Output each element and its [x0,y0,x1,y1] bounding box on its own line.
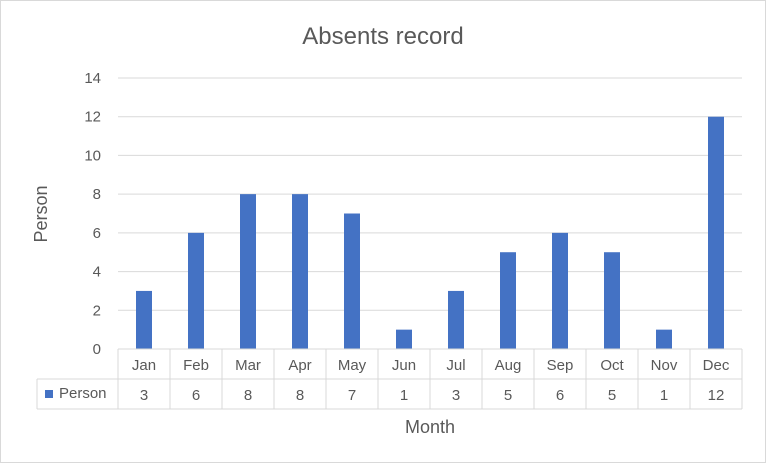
y-tick-label: 14 [84,70,101,87]
data-value-label: 3 [140,387,148,404]
y-tick-label: 0 [93,341,101,358]
data-value-label: 12 [708,387,725,404]
x-category-label: Oct [600,357,624,374]
x-category-label: Apr [288,357,311,374]
data-value-label: 1 [400,387,408,404]
x-category-label: Jan [132,357,156,374]
y-tick-label: 12 [84,109,101,126]
x-category-label: Aug [495,357,522,374]
legend-swatch [45,390,53,398]
bar-oct [604,252,620,349]
data-value-label: 8 [244,387,252,404]
chart-title: Absents record [302,23,463,50]
data-table: Jan 3 Feb 6 Mar 8 Apr 8 May 7 Jun 1 Jul 3 Aug 5 Sep 6 Oct 5… [36,348,743,410]
data-value-label: 6 [192,387,200,404]
bar-may [344,213,360,349]
x-category-label: Mar [235,357,261,374]
bar-feb [188,232,204,349]
y-tick-label: 10 [84,147,101,164]
data-value-label: 3 [452,387,460,404]
bar-dec [708,116,724,349]
gridlines [118,77,742,311]
y-tick-label: 8 [93,186,101,203]
bar-sep [552,232,568,349]
data-value-label: 5 [504,387,512,404]
y-axis-ticks: 0 2 4 6 8 10 12 14 [84,70,101,358]
data-value-label: 8 [296,387,304,404]
data-value-label: 7 [348,387,356,404]
legend-label: Person [59,385,107,402]
y-tick-label: 6 [93,225,101,242]
x-category-label: Jun [392,357,416,374]
y-tick-label: 4 [93,264,101,281]
bar-jun [396,329,412,349]
bars [136,116,724,349]
bar-jan [136,290,152,349]
data-value-label: 5 [608,387,616,404]
bar-apr [292,194,308,349]
data-value-label: 6 [556,387,564,404]
x-category-label: Nov [651,357,678,374]
x-category-label: Dec [703,357,730,374]
x-category-label: Feb [183,357,209,374]
x-category-label: May [338,357,367,374]
bar-mar [240,194,256,349]
y-tick-label: 2 [93,302,101,319]
y-axis-title: Person [31,185,51,242]
x-category-label: Jul [446,357,465,374]
bar-jul [448,290,464,349]
x-category-label: Sep [547,357,574,374]
bar-nov [656,329,672,349]
data-value-label: 1 [660,387,668,404]
bar-aug [500,252,516,349]
x-axis-title: Month [405,417,455,437]
